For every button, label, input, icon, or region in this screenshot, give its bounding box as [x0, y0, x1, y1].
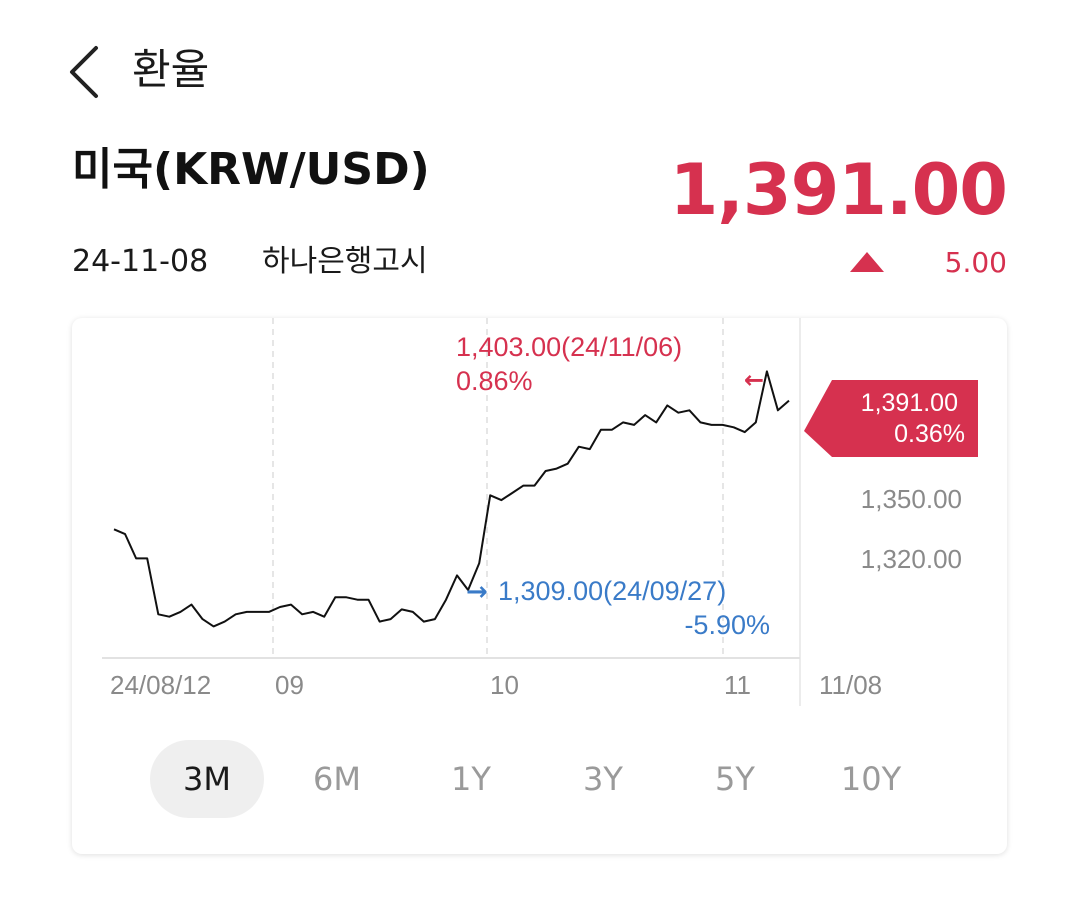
high-percent-label: 0.86% — [456, 366, 533, 396]
tab-6m[interactable]: 6M — [313, 760, 361, 798]
exchange-rate-value: 1,391.00 — [669, 149, 1008, 231]
high-value-label: 1,403.00(24/11/06) — [456, 332, 682, 362]
rate-date: 24-11-08 — [72, 244, 209, 279]
low-value-label: 1,309.00(24/09/27) — [498, 576, 726, 606]
x-tick-label: 24/08/12 — [110, 670, 211, 700]
period-tabs: 3M 6M 1Y 3Y 5Y 10Y — [150, 740, 950, 818]
tab-1y[interactable]: 1Y — [451, 760, 491, 798]
y-tick-label: 1,350.00 — [861, 484, 962, 514]
change-value: 5.00 — [944, 246, 1007, 279]
chart-card: 24/08/12 09 10 11 11/08 1,350.00 1,320.0… — [72, 318, 1007, 854]
series-line — [113, 370, 790, 628]
tab-3y[interactable]: 3Y — [583, 760, 623, 798]
arrow-left-icon: ← — [744, 366, 764, 394]
currency-name: 미국(KRW/USD) — [72, 144, 430, 195]
rate-line-chart: 24/08/12 09 10 11 11/08 1,350.00 1,320.0… — [102, 318, 978, 706]
chevron-left-icon — [70, 46, 98, 98]
low-percent-label: -5.90% — [684, 610, 770, 640]
arrow-right-icon: → — [466, 577, 488, 607]
y-tick-label: 1,320.00 — [861, 544, 962, 574]
current-value-flag — [804, 380, 978, 457]
rate-source: 하나은행고시 — [262, 244, 428, 279]
x-tick-label: 11 — [724, 670, 751, 700]
triangle-up-icon — [850, 252, 884, 272]
tab-3m[interactable]: 3M — [150, 740, 264, 818]
tab-10y[interactable]: 10Y — [840, 760, 902, 798]
x-tick-label: 11/08 — [819, 670, 882, 700]
page-title: 환율 — [132, 45, 210, 94]
x-tick-label: 10 — [490, 670, 519, 700]
x-tick-label: 09 — [275, 670, 304, 700]
current-percent-label: 0.36% — [894, 420, 965, 448]
tab-5y[interactable]: 5Y — [715, 760, 755, 798]
current-value-label: 1,391.00 — [861, 389, 958, 417]
back-button[interactable] — [62, 40, 110, 104]
